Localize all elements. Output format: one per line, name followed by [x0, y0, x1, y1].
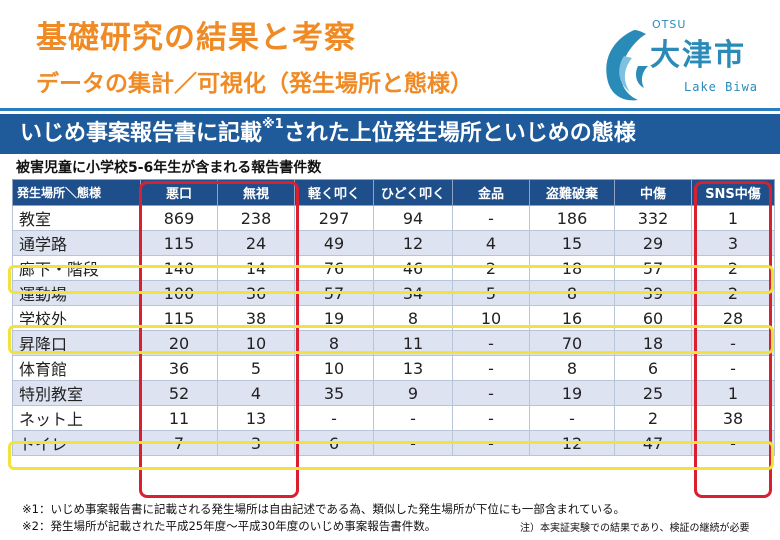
value-cell: 115 — [140, 230, 218, 256]
value-cell: - — [452, 355, 530, 381]
value-cell: 15 — [529, 230, 615, 256]
value-cell: 25 — [614, 380, 692, 406]
row-place-cell: 体育館 — [12, 355, 141, 381]
table-row: 通学路 115 24 49 12 4 15 29 3 — [12, 230, 775, 256]
value-cell: 94 — [373, 205, 453, 231]
table-caption: 被害児童に小学校5-6年生が含まれる報告書件数 — [16, 160, 322, 176]
value-cell: 38 — [691, 405, 775, 431]
header-cell: 盗難破棄 — [529, 179, 615, 206]
header-cell: 金品 — [452, 179, 530, 206]
value-cell: 76 — [294, 255, 374, 281]
row-place-cell: 通学路 — [12, 230, 141, 256]
footnote-1: ※1：いじめ事案報告書に記載される発生場所は自由記述である為、類似した発生場所が… — [22, 502, 625, 516]
banner-text-after: された上位発生場所といじめの態様 — [283, 121, 636, 146]
banner-text-before: いじめ事案報告書に記載 — [20, 121, 263, 146]
value-cell: 6 — [614, 355, 692, 381]
value-cell: 297 — [294, 205, 374, 231]
value-cell: 2 — [452, 255, 530, 281]
value-cell: 14 — [217, 255, 295, 281]
footnote-caveat: 注）本実証実験での結果であり、検証の継続が必要 — [520, 523, 750, 534]
header-divider — [0, 108, 780, 111]
lake-biwa-wave-icon — [606, 30, 648, 101]
value-cell: 13 — [373, 355, 453, 381]
footnotes: ※1：いじめ事案報告書に記載される発生場所は自由記述である為、類似した発生場所が… — [22, 501, 625, 535]
value-cell: 19 — [529, 380, 615, 406]
row-place-cell: 特別教室 — [12, 380, 141, 406]
value-cell: 9 — [373, 380, 453, 406]
value-cell: - — [452, 380, 530, 406]
table-row: 体育館 36 5 10 13-8 6- — [12, 355, 775, 381]
footnote-2: ※2：発生場所が記載された平成25年度～平成30年度のいじめ事案報告書件数。 — [22, 519, 437, 533]
logo-otsu-text: OTSU — [652, 18, 687, 31]
value-cell: 186 — [529, 205, 615, 231]
value-cell: - — [452, 205, 530, 231]
table-header-row: 発生場所＼態様 悪口 無視 軽く叩く ひどく叩く 金品 盗難破棄 中傷 SNS中… — [12, 179, 775, 206]
table-row: 廊下・階段 140 14 76 46 2 18 57 2 — [12, 255, 775, 281]
value-cell: 12 — [373, 230, 453, 256]
value-cell: 36 — [140, 355, 218, 381]
value-cell: - — [294, 405, 374, 431]
logo-lake-text: Lake Biwa — [684, 80, 759, 94]
banner-footnote-mark: ※1 — [262, 117, 284, 132]
table-row: 特別教室 52 4 35 9-19 25 1 — [12, 380, 775, 406]
highlight-insult-ignore-columns — [139, 181, 299, 498]
highlight-row-hallway — [8, 265, 774, 294]
incident-table: 発生場所＼態様 悪口 無視 軽く叩く ひどく叩く 金品 盗難破棄 中傷 SNS中… — [12, 179, 775, 456]
value-cell: 8 — [529, 355, 615, 381]
highlight-sns-column — [694, 181, 772, 498]
value-cell: 238 — [217, 205, 295, 231]
otsu-city-logo: OTSU 大津市 Lake Biwa — [592, 18, 772, 108]
page-title: 基礎研究の結果と考察 — [36, 20, 356, 56]
page-subtitle: データの集計／可視化（発生場所と態様） — [36, 71, 473, 97]
value-cell: 4 — [452, 230, 530, 256]
value-cell: 57 — [614, 255, 692, 281]
highlight-row-outside-school — [8, 325, 774, 354]
header-cell: 中傷 — [614, 179, 692, 206]
value-cell: 35 — [294, 380, 374, 406]
value-cell: - — [373, 405, 453, 431]
row-place-cell: ネット上 — [12, 405, 141, 431]
header-cell-place: 発生場所＼態様 — [12, 179, 141, 206]
logo-kanji-text: 大津市 — [650, 38, 746, 73]
value-cell: 52 — [140, 380, 218, 406]
highlight-row-online — [8, 441, 774, 470]
value-cell: 332 — [614, 205, 692, 231]
table-row: ネット上 11 13- - - -2 38 — [12, 405, 775, 431]
table-row: 教室 869 238 297 94-186 332 1 — [12, 205, 775, 231]
value-cell: 140 — [140, 255, 218, 281]
value-cell: 18 — [529, 255, 615, 281]
value-cell: 24 — [217, 230, 295, 256]
header-cell: ひどく叩く — [373, 179, 453, 206]
value-cell: 3 — [691, 230, 775, 256]
value-cell: - — [691, 355, 775, 381]
value-cell: - — [452, 405, 530, 431]
value-cell: 49 — [294, 230, 374, 256]
value-cell: - — [529, 405, 615, 431]
section-banner: いじめ事案報告書に記載※1された上位発生場所といじめの態様 — [0, 114, 780, 154]
value-cell: 10 — [294, 355, 374, 381]
value-cell: 4 — [217, 380, 295, 406]
header-cell: 軽く叩く — [294, 179, 374, 206]
row-place-cell: 教室 — [12, 205, 141, 231]
value-cell: 29 — [614, 230, 692, 256]
value-cell: 2 — [614, 405, 692, 431]
